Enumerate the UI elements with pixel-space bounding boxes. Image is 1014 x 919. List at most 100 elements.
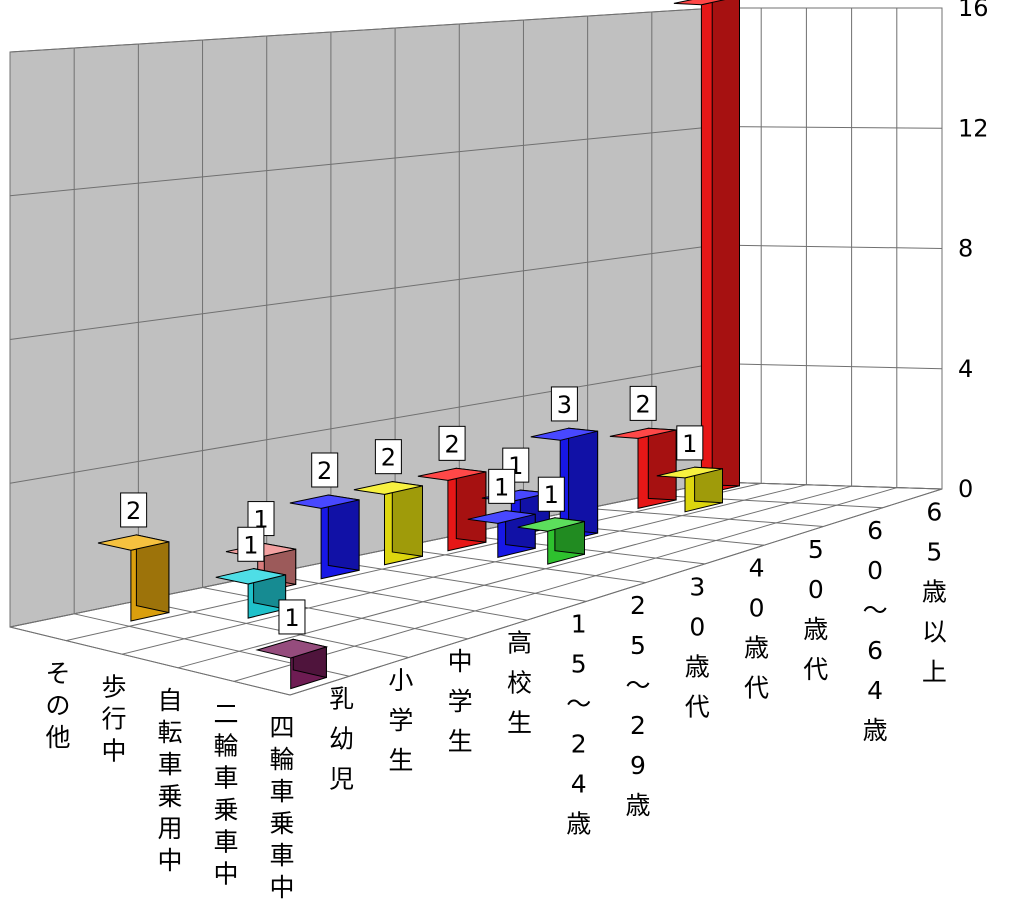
x-axis-label: 0 [867,556,883,585]
depth-axis-label: 車 [213,764,238,793]
data-label: 2 [636,390,651,418]
x-axis-label: 中 [448,647,473,676]
x-axis-label: 生 [507,708,532,737]
depth-axis-label: の [45,691,70,720]
floor-gridline [9,481,717,628]
depth-axis-label: そ [45,659,70,688]
y-tick-label: 4 [958,355,973,383]
depth-axis-label: 輪 [269,745,294,774]
depth-axis-label: 他 [45,723,70,752]
data-label-box [311,452,339,488]
depth-axis-label: 乗 [269,809,294,838]
bar-side [568,427,599,534]
depth-axis-label: 車 [269,777,294,806]
y-tick-label: 8 [958,235,973,263]
depth-axis-label: 乗 [213,796,238,825]
floor-gridline [233,487,897,682]
data-label: 1 [544,481,559,509]
bar-side [711,0,740,487]
depth-axis-label: 中 [101,736,126,765]
x-axis-label: 4 [571,770,587,799]
bar-top [656,466,723,479]
x-axis-label: 5 [630,631,646,660]
back-wall-gridline [9,363,717,484]
data-label-box [488,468,516,504]
depth-axis-label: 輪 [213,732,238,761]
data-label: 2 [126,497,141,525]
bar-side [327,494,360,571]
x-axis-label: 5 [571,650,587,679]
floor-gridline [121,484,807,655]
bar-side [391,481,423,557]
bar-top [517,517,585,532]
floor-gridline [202,586,468,640]
x-axis-label: ～ [863,596,888,625]
y-tick-label: 0 [958,475,973,503]
bar-top [417,467,487,481]
side-wall [715,7,943,490]
bar-top [467,510,536,524]
floor-gridline [177,485,852,669]
side-wall-gridline [715,244,943,249]
floor-gridline [395,547,646,584]
x-axis-label: 2 [630,591,646,620]
depth-axis-label: 用 [157,814,182,843]
data-label-box [629,385,657,421]
data-label-box [120,492,148,528]
x-axis-label: 2 [630,711,646,740]
data-label: 2 [381,444,396,472]
floor-gridline [330,560,587,602]
side-wall-gridline [715,363,943,370]
bar-side [455,467,487,543]
side-wall-gridline [715,126,943,129]
x-axis-label: 校 [507,668,532,697]
depth-axis-label: 中 [213,860,238,889]
x-axis-label: 4 [867,676,883,705]
data-label-box [374,439,402,475]
bar-top [673,0,726,6]
data-label: 2 [317,457,332,485]
x-axis-label: 歳 [744,634,769,663]
depth-axis-label: 中 [157,846,182,875]
x-axis-label: 0 [749,594,765,623]
depth-axis-label: 中 [269,873,294,902]
data-label: 1 [494,473,509,501]
bar-top [609,427,677,439]
depth-axis-label: 歩 [101,672,126,701]
back-wall-gridline [9,126,717,197]
data-label: 1 [284,604,299,632]
bar-top [97,534,170,551]
x-axis-label: 9 [630,751,646,780]
floor-gridline [266,573,528,621]
x-axis-label: 4 [749,554,765,583]
floor-gridline [65,482,762,642]
x-axis-label: 1 [571,610,587,639]
x-axis-label: 乳 [329,685,354,714]
depth-axis-label: 転 [157,718,182,747]
data-label: 1 [682,430,697,458]
x-axis-label: 生 [388,746,413,775]
data-label-box [237,526,265,562]
depth-axis-label: 行 [101,704,126,733]
depth-axis-label: 車 [157,750,182,779]
x-axis-label: 上 [922,657,947,686]
depth-axis-label: 自 [157,686,182,715]
data-label-box [676,425,704,461]
x-axis-label: 歳 [803,615,828,644]
back-wall-gridline [9,7,717,53]
data-label-box [278,599,306,635]
x-axis-label: 児 [329,765,354,794]
data-label: 3 [557,391,572,419]
x-axis-label: 歳 [863,716,888,745]
data-label-box [438,425,466,461]
x-axis-label: 学 [388,706,413,735]
bar-top [353,481,423,495]
x-axis-label: 6 [867,516,883,545]
x-axis-label: 歳 [922,577,947,606]
x-axis-label: 歳 [566,810,591,839]
data-label: 1 [243,531,258,559]
x-axis-label: 5 [808,535,824,564]
floor-gridline [138,600,409,659]
bar-top [215,568,286,585]
x-axis-label: 歳 [685,652,710,681]
